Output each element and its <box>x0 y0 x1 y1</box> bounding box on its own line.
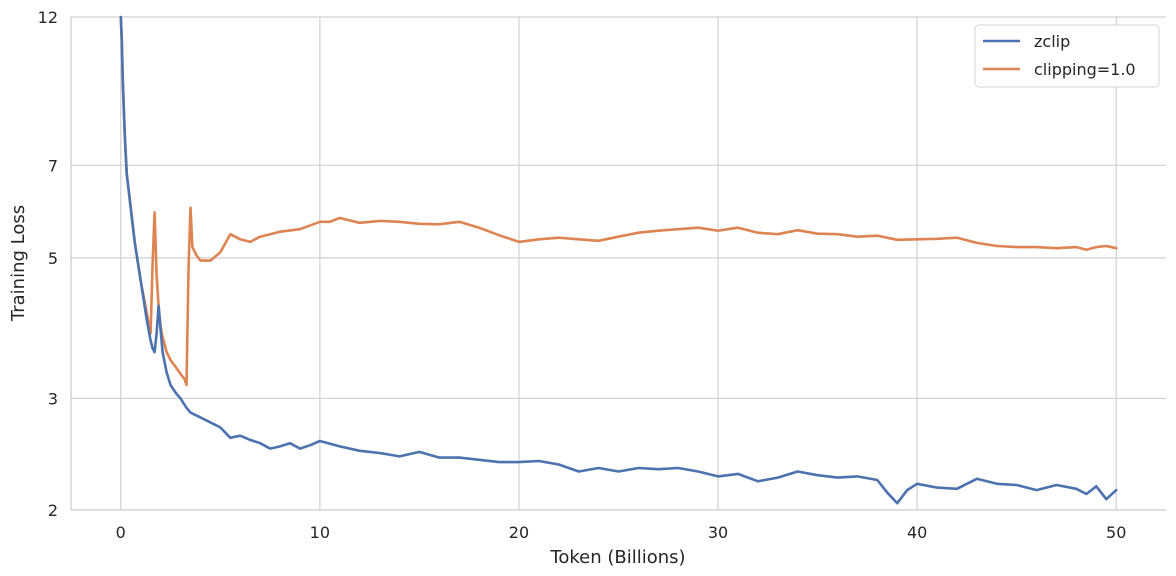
x-axis-label: Token (Billions) <box>549 547 685 568</box>
series-line-zclip <box>119 15 1118 505</box>
legend-box <box>974 24 1160 88</box>
y-tick-label: 3 <box>48 389 58 408</box>
x-tick-label: 50 <box>1106 523 1126 542</box>
y-tick-label: 7 <box>48 156 58 175</box>
legend-label-zclip: zclip <box>1034 32 1070 51</box>
y-tick-label: 2 <box>48 501 58 520</box>
y-tick-label: 12 <box>38 8 58 27</box>
legend-label-clipping: clipping=1.0 <box>1034 60 1136 79</box>
y-axis-label: Training Loss <box>8 205 29 322</box>
grid <box>71 16 1166 510</box>
series-line-clipping-1-0 <box>119 15 1118 387</box>
y-tick-label: 5 <box>48 249 58 268</box>
x-tick-label: 40 <box>907 523 927 542</box>
x-tick-label: 30 <box>708 523 728 542</box>
axes <box>70 17 1166 511</box>
x-tick-label: 10 <box>310 523 330 542</box>
series-layer <box>119 15 1118 505</box>
x-tick-label: 20 <box>509 523 529 542</box>
legend: zclip clipping=1.0 <box>974 24 1160 88</box>
y-tick-labels: 2 3 5 7 12 <box>38 8 58 520</box>
x-tick-label: 0 <box>116 523 126 542</box>
x-tick-labels: 0 10 20 30 40 50 <box>116 523 1127 542</box>
